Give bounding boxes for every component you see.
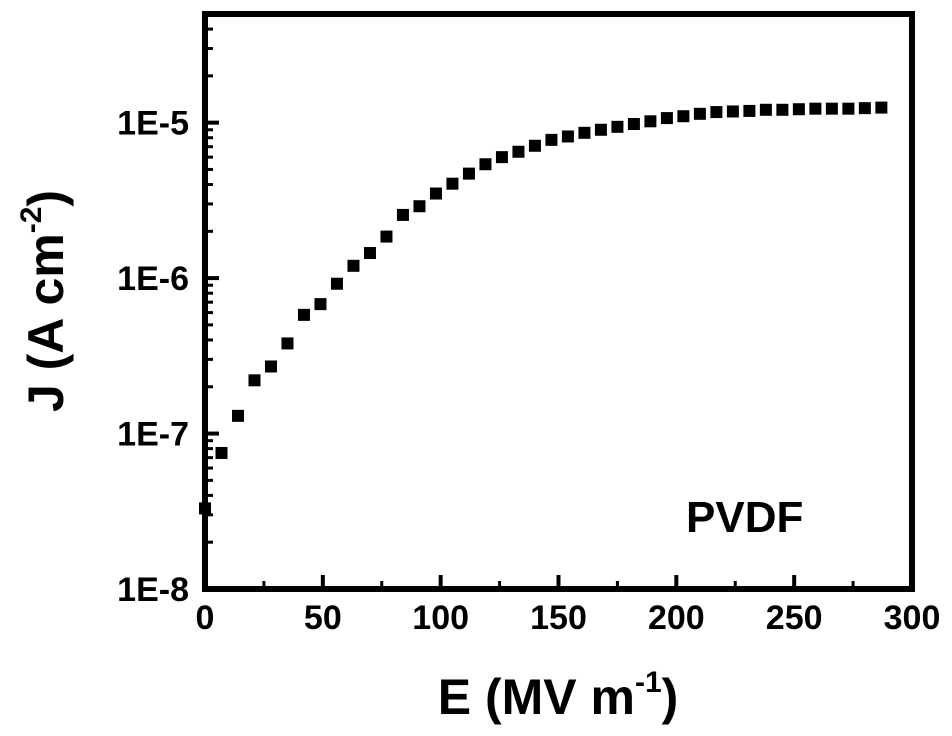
data-point xyxy=(413,200,426,213)
x-tick-label: 150 xyxy=(530,599,587,637)
data-point xyxy=(644,115,657,128)
x-tick-label: 0 xyxy=(196,599,215,637)
x-tick-label: 300 xyxy=(884,599,941,637)
data-point xyxy=(495,151,508,164)
data-point xyxy=(314,298,327,311)
y-tick-label: 1E-5 xyxy=(117,105,189,143)
data-point xyxy=(875,101,888,114)
x-tick-label: 100 xyxy=(412,599,469,637)
x-tick-label: 200 xyxy=(648,599,705,637)
data-point xyxy=(561,130,574,143)
x-tick-label: 250 xyxy=(766,599,823,637)
data-point xyxy=(545,133,558,146)
data-point xyxy=(199,502,211,515)
x-axis-ticks: 0 50 100 150 200 250 300 xyxy=(196,575,941,637)
data-point xyxy=(264,360,277,373)
data-point xyxy=(578,126,591,139)
data-point xyxy=(594,123,607,136)
data-point xyxy=(462,167,475,180)
data-point xyxy=(479,158,492,171)
data-point xyxy=(693,107,706,120)
data-point xyxy=(347,259,360,272)
y-tick-label: 1E-6 xyxy=(117,260,189,298)
data-point xyxy=(677,110,690,123)
x-axis-title: E (MV m-1) xyxy=(438,666,679,725)
annotation-label: PVDF xyxy=(686,493,803,542)
data-point xyxy=(792,103,805,116)
data-point xyxy=(660,112,673,125)
data-point xyxy=(429,187,442,200)
y-tick-label: 1E-8 xyxy=(117,571,189,609)
data-point xyxy=(528,139,541,152)
data-point xyxy=(446,177,459,190)
data-point xyxy=(297,308,310,321)
data-point xyxy=(726,105,739,118)
data-point xyxy=(380,230,393,243)
plot-frame xyxy=(202,11,915,592)
data-point xyxy=(330,277,343,290)
y-axis-title: J (A cm-2) xyxy=(15,190,74,412)
y-tick-label: 1E-7 xyxy=(117,416,189,454)
data-point xyxy=(281,337,294,350)
data-point xyxy=(858,102,871,115)
data-point xyxy=(627,118,640,131)
data-points xyxy=(199,101,888,515)
data-point xyxy=(611,120,624,133)
data-point xyxy=(248,374,261,387)
data-point xyxy=(512,145,525,158)
data-point xyxy=(215,446,228,459)
data-point xyxy=(842,102,855,115)
data-point xyxy=(809,102,822,115)
data-point xyxy=(363,247,376,260)
data-point xyxy=(776,103,789,116)
data-point xyxy=(825,102,838,115)
data-point xyxy=(759,103,772,116)
x-tick-label: 50 xyxy=(304,599,342,637)
data-point xyxy=(743,104,756,117)
data-point xyxy=(231,409,244,422)
data-point xyxy=(710,106,723,119)
data-point xyxy=(396,208,409,221)
y-axis-ticks: 1E-8 1E-7 1E-6 1E-5 xyxy=(117,27,219,609)
